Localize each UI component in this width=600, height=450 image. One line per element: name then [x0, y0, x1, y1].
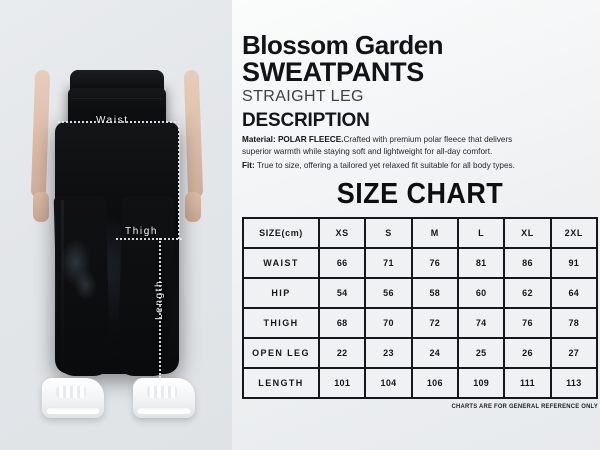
table-cell: 106 [410, 366, 459, 399]
description-heading: DESCRIPTION [242, 109, 370, 131]
waist-measure-label: Waist [96, 115, 129, 126]
table-cell: 25 [456, 336, 506, 369]
sneaker-left [42, 378, 104, 418]
fit-text: True to size, offering a tailored yet re… [254, 161, 515, 171]
sweatpants-graphic-print [58, 228, 102, 314]
waist-guide-line [58, 121, 180, 123]
table-cell: 54 [317, 276, 367, 309]
table-size-header-l: L [456, 216, 506, 249]
table-corner-label: SIZE(cm) [242, 216, 320, 249]
table-cell: 27 [549, 336, 599, 369]
table-cell: 68 [317, 306, 367, 339]
table-size-header-xl: XL [503, 216, 552, 249]
table-header-row: SIZE(cm) XS S M L XL 2XL [242, 216, 599, 249]
product-name: SWEATPANTS [242, 57, 424, 87]
table-cell: 60 [456, 276, 506, 309]
table-row-label: LENGTH [242, 366, 320, 399]
fit-label: Fit: [242, 161, 255, 171]
size-chart-title: SIZE CHART [336, 177, 504, 210]
brand-name: Blossom Garden [242, 30, 444, 60]
table-cell: 72 [410, 306, 459, 339]
table-cell: 62 [503, 276, 552, 309]
material-text: Crafted with premium polar fleece that d… [242, 134, 513, 156]
table-cell: 22 [317, 336, 367, 369]
table-cell: 76 [503, 306, 552, 339]
sweatpants-inseam [61, 200, 64, 372]
table-row: OPEN LEG 22 23 24 25 26 27 [242, 336, 599, 369]
product-subtitle: STRAIGHT LEG [242, 87, 364, 105]
table-size-header-2xl: 2XL [549, 216, 599, 249]
table-size-header-m: M [410, 216, 459, 249]
table-cell: 71 [364, 246, 413, 279]
sweatpants-leg-right [117, 196, 175, 376]
table-cell: 64 [549, 276, 599, 309]
table-cell: 74 [456, 306, 506, 339]
table-row-label: WAIST [242, 246, 320, 279]
description-fit: Fit: True to size, offering a tailored y… [242, 160, 542, 172]
table-cell: 91 [549, 246, 599, 279]
thigh-measure-label: Thigh [125, 226, 159, 237]
table-cell: 23 [364, 336, 413, 369]
model-hand-right [185, 192, 201, 222]
table-row-label: THIGH [242, 306, 320, 339]
thigh-guide-line [116, 238, 182, 240]
model-arm-left [30, 69, 51, 199]
length-measure-label: Length [154, 279, 165, 320]
table-cell: 26 [503, 336, 552, 369]
sneaker-laces-left [56, 386, 86, 398]
info-panel: Blossom Garden SWEATPANTS STRAIGHT LEG D… [232, 0, 600, 450]
table-cell: 58 [410, 276, 459, 309]
table-cell: 113 [549, 366, 599, 399]
size-chart-body: SIZE(cm) XS S M L XL 2XL WAIST 66 71 76 81 86 91 HIP 54… [242, 216, 599, 399]
hip-drop-guide-line [178, 121, 180, 239]
table-row-label: OPEN LEG [242, 336, 320, 369]
table-cell: 70 [364, 306, 413, 339]
table-size-header-xs: XS [317, 216, 367, 249]
table-cell: 86 [503, 246, 552, 279]
description-material: Material: POLAR FLEECE.Crafted with prem… [242, 134, 542, 157]
table-cell: 66 [317, 246, 367, 279]
chart-footnote: CHARTS ARE FOR GENERAL REFERENCE ONLY [451, 402, 598, 410]
table-size-header-s: S [364, 216, 413, 249]
sneaker-right [133, 378, 195, 418]
table-cell: 81 [456, 246, 506, 279]
table-row: HIP 54 56 58 60 62 64 [242, 276, 599, 309]
table-cell: 104 [364, 366, 413, 399]
table-cell: 78 [549, 306, 599, 339]
material-label: Material: POLAR FLEECE. [242, 134, 344, 144]
model-arm-right [183, 69, 204, 199]
table-row: THIGH 68 70 72 74 76 78 [242, 306, 599, 339]
table-cell: 76 [410, 246, 459, 279]
product-photo-panel: Waist Thigh Length [0, 0, 232, 450]
table-row: WAIST 66 71 76 81 86 91 [242, 246, 599, 279]
table-cell: 24 [410, 336, 459, 369]
table-cell: 111 [503, 366, 552, 399]
sneaker-laces-right [147, 386, 177, 398]
table-cell: 56 [364, 276, 413, 309]
model-hand-left [33, 192, 49, 222]
table-cell: 101 [317, 366, 367, 399]
length-guide-line [159, 238, 161, 378]
table-row-label: HIP [242, 276, 320, 309]
table-cell: 109 [456, 366, 506, 399]
size-chart-table: SIZE(cm) XS S M L XL 2XL WAIST 66 71 76 81 86 91 HIP 54… [242, 216, 599, 399]
table-row: LENGTH 101 104 106 109 111 113 [242, 366, 599, 399]
